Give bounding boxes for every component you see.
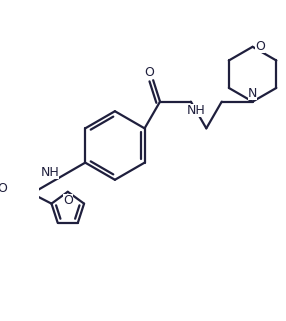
Text: O: O <box>144 66 154 79</box>
Text: O: O <box>0 182 7 195</box>
Text: NH: NH <box>41 166 59 179</box>
Text: O: O <box>255 40 265 53</box>
Text: N: N <box>248 87 257 100</box>
Text: NH: NH <box>187 104 205 117</box>
Text: O: O <box>63 194 73 207</box>
